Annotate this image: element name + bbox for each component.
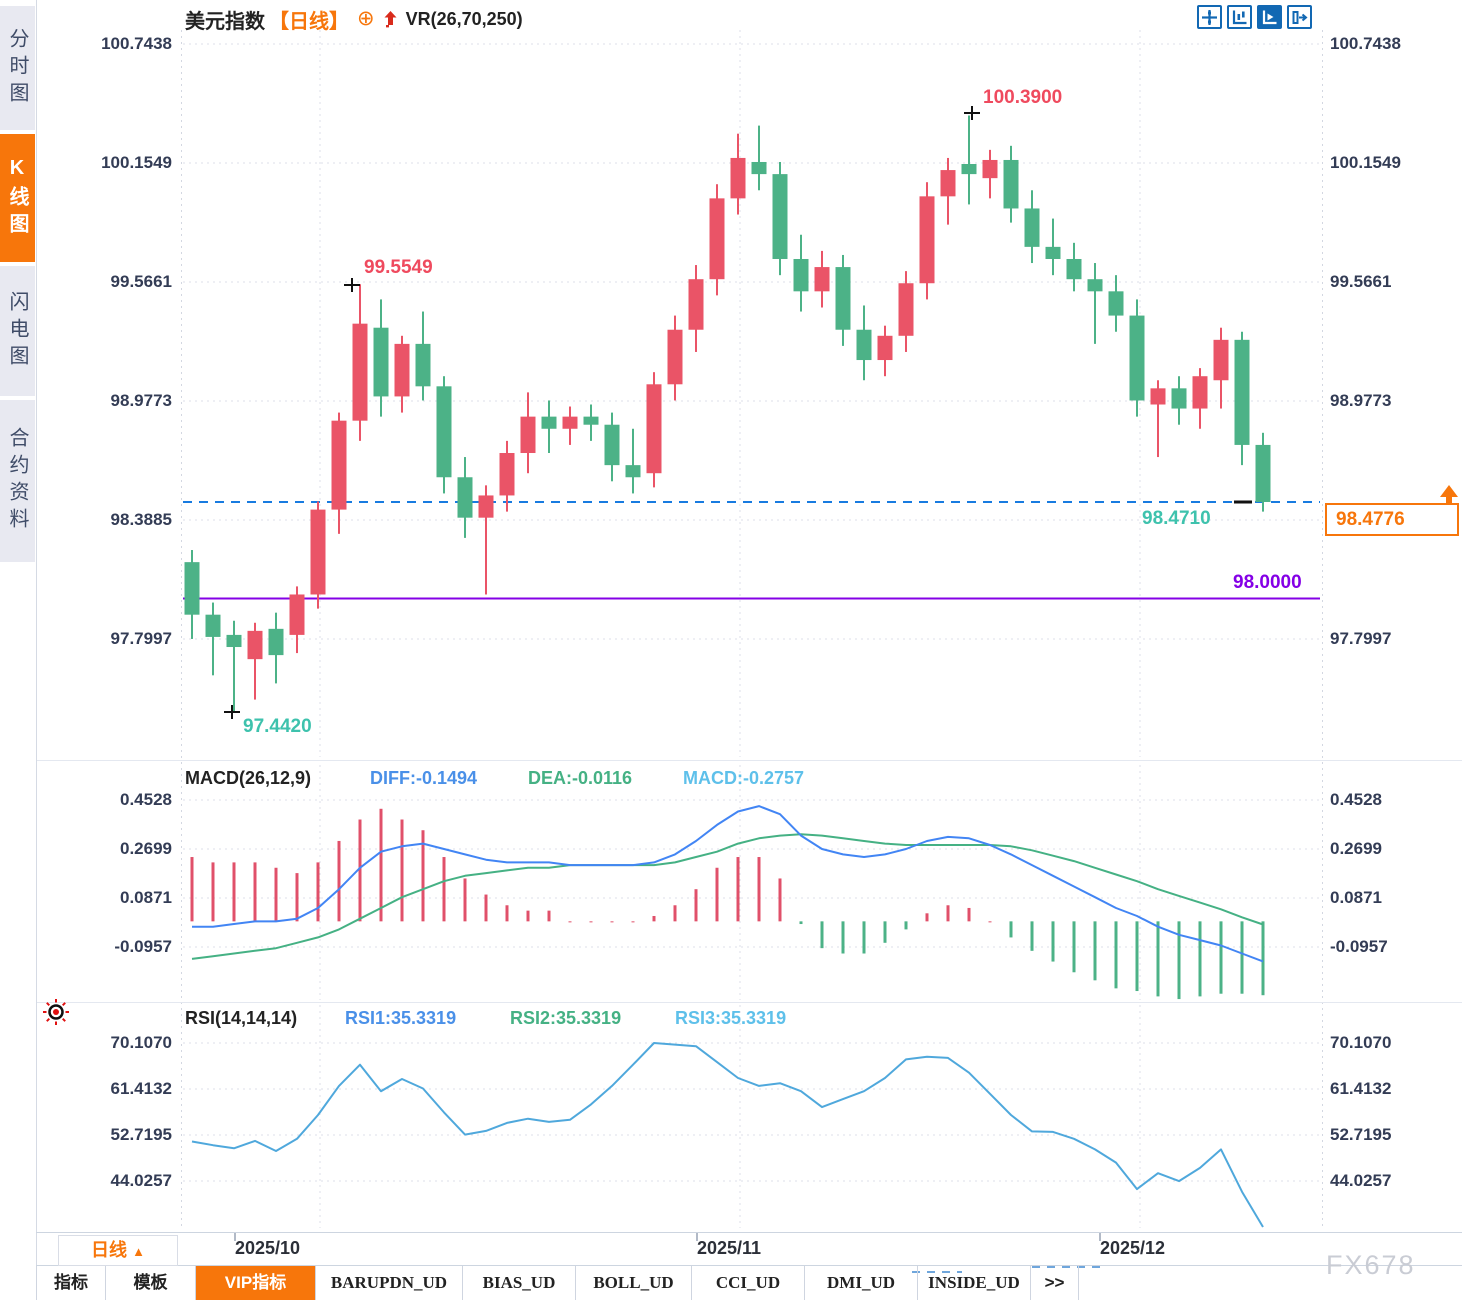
sidebar-tab-contract-info[interactable]: 合约资料 bbox=[0, 400, 35, 562]
rsi-axis-label-right: 44.0257 bbox=[1330, 1171, 1392, 1190]
x-label-oct: 2025/10 bbox=[235, 1238, 301, 1258]
indicator-label: VR(26,70,250) bbox=[405, 8, 523, 29]
tab-inside-ud[interactable]: INSIDE_UD bbox=[918, 1266, 1031, 1300]
tab-more[interactable]: >> bbox=[1031, 1266, 1079, 1300]
tab-templates[interactable]: 模板 bbox=[106, 1266, 196, 1300]
tab-dmi-ud[interactable]: DMI_UD bbox=[805, 1266, 918, 1300]
indicator-alert-icon[interactable] bbox=[42, 998, 70, 1026]
rsi-axis-label-left: 44.0257 bbox=[110, 1171, 172, 1190]
last-price-label: 98.4710 bbox=[1142, 508, 1211, 529]
tab-boll-ud[interactable]: BOLL_UD bbox=[576, 1266, 692, 1300]
macd-axis-label-left: 0.4528 bbox=[120, 790, 172, 809]
axis-range-icon[interactable] bbox=[1227, 5, 1252, 29]
price-axis-label-left: 100.7438 bbox=[101, 34, 172, 53]
sidebar-tab-lightning-chart[interactable]: 闪电图 bbox=[0, 266, 35, 396]
x-label-nov: 2025/11 bbox=[697, 1238, 762, 1258]
rsi2-value: RSI2:35.3319 bbox=[510, 1008, 622, 1028]
tab-bias-ud[interactable]: BIAS_UD bbox=[463, 1266, 576, 1300]
price-axis-label-right: 98.9773 bbox=[1330, 391, 1392, 410]
rsi-axis-label-left: 61.4132 bbox=[110, 1079, 172, 1098]
price-axis-label-left: 100.1549 bbox=[101, 153, 172, 173]
macd-axis-label-right: 0.4528 bbox=[1330, 790, 1382, 809]
period-selector[interactable]: 日线 ▲ bbox=[58, 1235, 178, 1266]
watermark: FX678 bbox=[1326, 1250, 1416, 1280]
macd-axis-label-right: 0.2699 bbox=[1330, 839, 1382, 859]
rsi-axis-label-left: 52.7195 bbox=[110, 1124, 172, 1144]
price-axis-label-right: 97.7997 bbox=[1330, 629, 1392, 648]
tab-vip-indicators[interactable]: VIP指标 bbox=[196, 1266, 316, 1300]
swing-high-1-label: 99.5549 bbox=[364, 257, 433, 278]
chart-header: 美元指数 【日线】 ⊕ VR(26,70,250) bbox=[185, 6, 523, 33]
price-axis-label-left: 99.5661 bbox=[110, 272, 172, 291]
macd-title: MACD(26,12,9) bbox=[185, 768, 312, 788]
rsi-axis-label-right: 52.7195 bbox=[1330, 1124, 1392, 1144]
price-axis-label-left: 98.3885 bbox=[110, 510, 172, 529]
red-up-arrow-icon bbox=[383, 10, 398, 28]
left-sidebar: 分时图 K线图 闪电图 合约资料 bbox=[0, 0, 37, 1300]
indicator-tabbar: 指标 模板 VIP指标 BARUPDN_UD BIAS_UD BOLL_UD C… bbox=[36, 1266, 1462, 1300]
rsi-axis-label-right: 61.4132 bbox=[1330, 1079, 1392, 1098]
sidebar-tab-time-chart[interactable]: 分时图 bbox=[0, 6, 35, 130]
circle-plus-icon[interactable]: ⊕ bbox=[357, 7, 375, 30]
swing-high-2-label: 100.3900 bbox=[983, 87, 1063, 108]
pan-crosshair-icon[interactable] bbox=[1197, 5, 1222, 29]
macd-diff-value: DIFF:-0.1494 bbox=[370, 768, 478, 788]
current-price-box: 98.4776 bbox=[1325, 503, 1459, 536]
rsi1-value: RSI1:35.3319 bbox=[345, 1008, 457, 1028]
sidebar-tab-candle-chart[interactable]: K线图 bbox=[0, 134, 35, 262]
price-axis-label-right: 100.7438 bbox=[1330, 34, 1401, 53]
macd-axis-label-right: -0.0957 bbox=[1330, 937, 1388, 956]
go-to-latest-icon[interactable] bbox=[1287, 5, 1312, 29]
macd-axis-label-right: 0.0871 bbox=[1330, 888, 1382, 907]
macd-hist-value: MACD:-0.2757 bbox=[683, 768, 805, 788]
price-axis-label-left: 98.9773 bbox=[110, 391, 172, 410]
tab-barupdn-ud[interactable]: BARUPDN_UD bbox=[316, 1266, 463, 1300]
rsi-title: RSI(14,14,14) bbox=[185, 1008, 298, 1028]
period-selector-label: 日线 bbox=[91, 1240, 128, 1260]
auto-scale-icon[interactable] bbox=[1257, 5, 1282, 29]
price-axis-label-right: 99.5661 bbox=[1330, 272, 1392, 291]
swing-low-label: 97.4420 bbox=[243, 716, 312, 737]
x-label-dec: 2025/12 bbox=[1100, 1238, 1166, 1258]
tab-cci-ud[interactable]: CCI_UD bbox=[692, 1266, 805, 1300]
rsi-axis-label-right: 70.1070 bbox=[1330, 1033, 1392, 1052]
macd-axis-label-left: 0.0871 bbox=[120, 888, 172, 907]
macd-dea-value: DEA:-0.0116 bbox=[528, 768, 633, 788]
rsi3-value: RSI3:35.3319 bbox=[675, 1008, 787, 1028]
macd-axis-label-left: -0.0957 bbox=[114, 937, 172, 956]
tab-indicators[interactable]: 指标 bbox=[36, 1266, 106, 1300]
period-tag: 【日线】 bbox=[269, 10, 349, 33]
x-axis-strip: 日线 ▲ 2025/10 2025/11 2025/12 bbox=[36, 1232, 1462, 1266]
support-price-label: 98.0000 bbox=[1233, 572, 1302, 593]
chevron-up-icon: ▲ bbox=[132, 1244, 145, 1259]
symbol-name: 美元指数 bbox=[185, 10, 265, 33]
price-axis-label-left: 97.7997 bbox=[110, 629, 172, 648]
macd-axis-label-left: 0.2699 bbox=[120, 839, 172, 859]
price-axis-label-right: 100.1549 bbox=[1330, 153, 1401, 173]
rsi-axis-label-left: 70.1070 bbox=[110, 1033, 172, 1052]
